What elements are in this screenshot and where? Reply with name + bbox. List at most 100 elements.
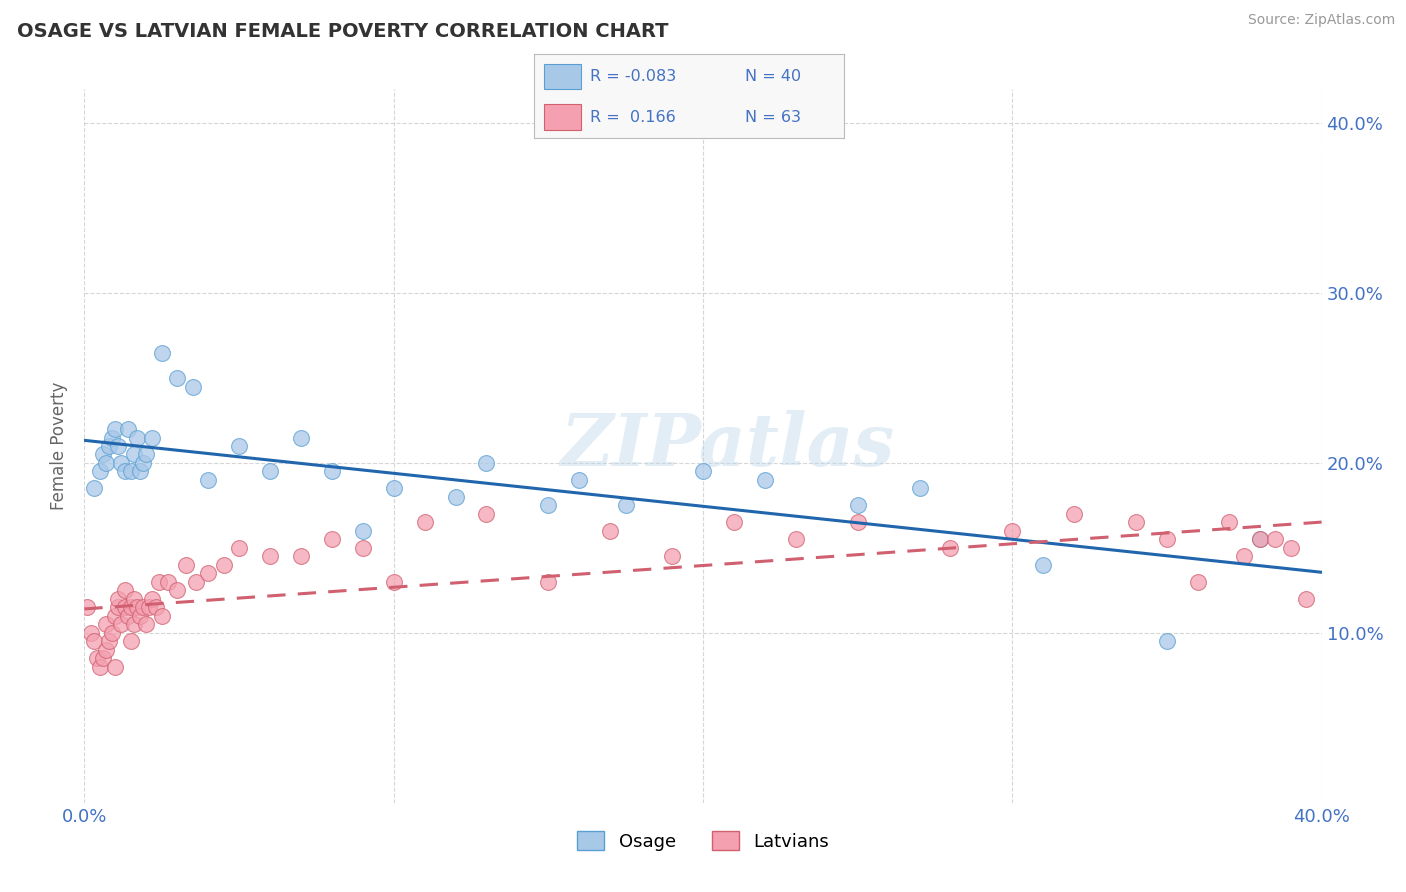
Point xyxy=(568,473,591,487)
Point xyxy=(91,448,114,462)
Point xyxy=(110,617,132,632)
Point xyxy=(197,473,219,487)
Point xyxy=(91,651,114,665)
Point xyxy=(475,456,498,470)
Point xyxy=(141,430,163,444)
Point xyxy=(83,482,105,496)
Point xyxy=(197,566,219,581)
Point xyxy=(259,465,281,479)
Point xyxy=(104,660,127,674)
Point xyxy=(94,617,117,632)
Point xyxy=(614,499,637,513)
Point xyxy=(661,549,683,564)
Point xyxy=(1295,591,1317,606)
Point xyxy=(122,617,145,632)
Point xyxy=(120,465,142,479)
Point xyxy=(692,465,714,479)
Y-axis label: Female Poverty: Female Poverty xyxy=(51,382,69,510)
Point xyxy=(537,574,560,589)
Point xyxy=(132,600,155,615)
Point xyxy=(1125,516,1147,530)
Point xyxy=(104,422,127,436)
Point xyxy=(79,626,101,640)
Point xyxy=(110,456,132,470)
Point xyxy=(120,600,142,615)
Point xyxy=(141,591,163,606)
Point xyxy=(89,660,111,674)
Point xyxy=(86,651,108,665)
Point xyxy=(176,558,198,572)
Point xyxy=(212,558,235,572)
Point xyxy=(76,600,98,615)
Point xyxy=(290,549,312,564)
Point xyxy=(122,591,145,606)
Point xyxy=(94,456,117,470)
Point xyxy=(135,617,157,632)
Point xyxy=(107,591,129,606)
Text: R =  0.166: R = 0.166 xyxy=(591,110,676,125)
Point xyxy=(150,345,173,359)
Point xyxy=(1156,533,1178,547)
Point xyxy=(98,634,121,648)
Point xyxy=(382,482,405,496)
Point xyxy=(94,643,117,657)
Point xyxy=(413,516,436,530)
Point xyxy=(352,541,374,555)
Point xyxy=(259,549,281,564)
Point xyxy=(537,499,560,513)
Point xyxy=(321,465,343,479)
Point xyxy=(83,634,105,648)
Point xyxy=(107,600,129,615)
Point xyxy=(98,439,121,453)
Point xyxy=(125,600,148,615)
Point xyxy=(1001,524,1024,538)
Point xyxy=(117,608,139,623)
Text: N = 40: N = 40 xyxy=(745,69,801,84)
Point xyxy=(184,574,207,589)
Point xyxy=(117,422,139,436)
Point xyxy=(132,456,155,470)
Point xyxy=(1249,533,1271,547)
Point xyxy=(1264,533,1286,547)
Text: ZIPatlas: ZIPatlas xyxy=(561,410,894,482)
Point xyxy=(114,465,136,479)
Point xyxy=(101,430,124,444)
Point xyxy=(290,430,312,444)
Bar xyxy=(544,63,581,89)
Point xyxy=(846,516,869,530)
Point xyxy=(1187,574,1209,589)
Point xyxy=(120,634,142,648)
Point xyxy=(723,516,745,530)
Text: Source: ZipAtlas.com: Source: ZipAtlas.com xyxy=(1247,13,1395,28)
Text: R = -0.083: R = -0.083 xyxy=(591,69,676,84)
Point xyxy=(785,533,807,547)
Point xyxy=(228,439,250,453)
Point xyxy=(1156,634,1178,648)
Point xyxy=(138,600,160,615)
Point xyxy=(101,626,124,640)
Point xyxy=(145,600,167,615)
Point xyxy=(166,371,188,385)
Point xyxy=(114,600,136,615)
Point xyxy=(156,574,179,589)
Point xyxy=(135,448,157,462)
Point xyxy=(125,430,148,444)
Point xyxy=(148,574,170,589)
Point xyxy=(444,490,467,504)
Point xyxy=(1249,533,1271,547)
Point xyxy=(166,583,188,598)
Point xyxy=(1218,516,1240,530)
Point xyxy=(104,608,127,623)
Bar xyxy=(544,104,581,130)
Point xyxy=(599,524,621,538)
Point xyxy=(122,448,145,462)
Point xyxy=(129,465,152,479)
Point xyxy=(939,541,962,555)
Point xyxy=(228,541,250,555)
Point xyxy=(150,608,173,623)
Point xyxy=(475,507,498,521)
Point xyxy=(129,608,152,623)
Point xyxy=(1279,541,1302,555)
Point xyxy=(908,482,931,496)
Legend: Osage, Latvians: Osage, Latvians xyxy=(569,824,837,858)
